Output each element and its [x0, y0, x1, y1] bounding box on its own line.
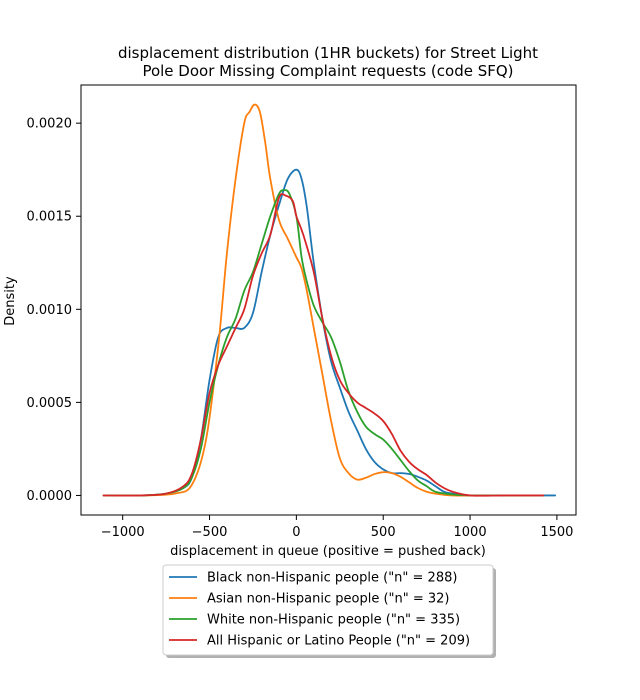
x-axis-label: displacement in queue (positive = pushed… — [170, 544, 486, 559]
series-layer — [102, 103, 557, 497]
x-tick-label-5: 1500 — [540, 525, 573, 540]
y-tick-label-1: 0.0005 — [27, 396, 73, 411]
legend-box — [162, 564, 494, 656]
x-tick-label-4: 1000 — [454, 525, 487, 540]
chart-title-line-1: displacement distribution (1HR buckets) … — [118, 44, 538, 62]
legend-label-2: White non-Hispanic people ("n" = 335) — [207, 613, 460, 628]
y-tick-label-4: 0.0020 — [27, 117, 73, 132]
x-tick-label-0: −1000 — [101, 525, 145, 540]
legend-label-1: Asian non-Hispanic people ("n" = 32) — [207, 592, 450, 607]
plot-frame — [80, 84, 577, 516]
chart-title-line-2: Pole Door Missing Complaint requests (co… — [142, 62, 513, 80]
legend: Black non-Hispanic people ("n" = 288) Asi… — [162, 564, 496, 658]
y-axis-label: Density — [3, 276, 18, 326]
plot-area — [81, 85, 576, 515]
series-line-3 — [102, 193, 545, 497]
series-line-2 — [102, 189, 545, 497]
axes-layer: −1000 −500 0 500 1000 1500 0.0000 0.0005 0.0010 0… — [27, 84, 577, 540]
y-tick-label-2: 0.0010 — [27, 303, 73, 318]
y-tick-label-0: 0.0000 — [27, 489, 73, 504]
x-tick-label-2: 0 — [292, 525, 300, 540]
plot-background — [81, 85, 576, 515]
y-tick-label-3: 0.0015 — [27, 210, 73, 225]
legend-label-3: All Hispanic or Latino People ("n" = 209… — [207, 634, 470, 649]
series-line-1 — [102, 103, 541, 497]
legend-label-0: Black non-Hispanic people ("n" = 288) — [207, 571, 457, 586]
x-tick-label-1: −500 — [192, 525, 228, 540]
x-tick-label-3: 500 — [371, 525, 396, 540]
